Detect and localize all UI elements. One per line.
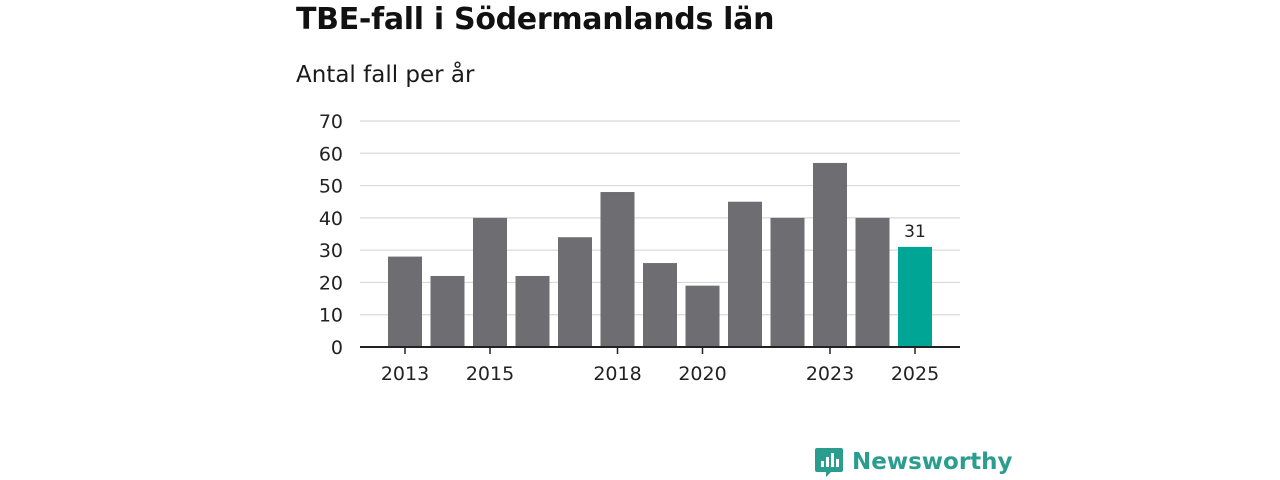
y-tick-label: 40 (319, 208, 343, 230)
x-tick-label: 2023 (806, 363, 854, 385)
data-label-2025: 31 (904, 222, 926, 242)
newsworthy-logo-icon (815, 448, 843, 477)
y-tick-label: 20 (319, 272, 343, 294)
x-tick-label: 2013 (381, 363, 429, 385)
bar-2024 (855, 217, 890, 347)
bar-2023 (813, 162, 847, 347)
bar-2015 (473, 217, 507, 347)
brand-logo: Newsworthy (814, 446, 1013, 478)
bar-2022 (770, 217, 805, 347)
y-axis-ticks: 0 10 20 30 40 50 60 70 (319, 111, 343, 359)
bar-2018 (600, 192, 635, 347)
x-tick-label: 2018 (593, 363, 641, 385)
y-tick-label: 0 (331, 337, 343, 359)
chart-title: TBE-fall i Södermanlands län (296, 2, 775, 37)
y-tick-label: 10 (319, 305, 343, 327)
bars (388, 162, 932, 347)
y-tick-label: 50 (319, 176, 343, 198)
bar-2025 (898, 246, 932, 347)
bar-2019 (643, 263, 677, 347)
bar-2016 (515, 275, 550, 347)
x-tick-label: 2025 (891, 363, 939, 385)
bar-2020 (685, 285, 720, 347)
bar-2014 (430, 275, 465, 347)
x-tick-label: 2020 (678, 363, 726, 385)
y-tick-label: 30 (319, 240, 343, 262)
bar-2013 (388, 256, 422, 347)
x-axis-ticks: 2013 2015 2018 2020 2023 2025 (381, 347, 939, 385)
bar-2021 (728, 201, 762, 347)
chart-subtitle: Antal fall per år (296, 62, 475, 88)
bar-2017 (558, 237, 592, 347)
x-tick-label: 2015 (466, 363, 514, 385)
brand-name: Newsworthy (852, 449, 1013, 475)
data-labels: 31 (904, 222, 926, 242)
y-tick-label: 70 (319, 111, 343, 133)
y-tick-label: 60 (319, 143, 343, 165)
